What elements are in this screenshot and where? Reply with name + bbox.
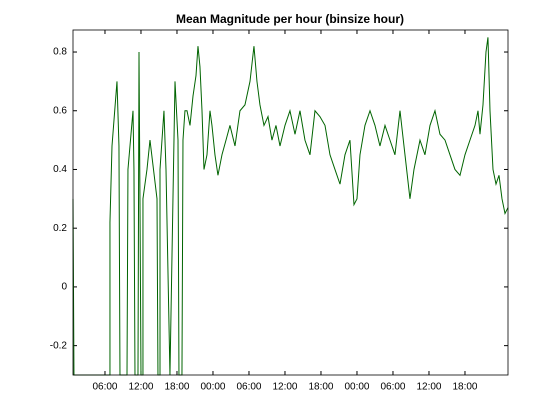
chart-title: Mean Magnitude per hour (binsize hour) <box>176 12 404 26</box>
x-tick-label: 12:00 <box>128 382 153 393</box>
y-tick-label: 0.4 <box>53 164 67 175</box>
x-tick-label: 00:00 <box>200 382 225 393</box>
x-tick-label: 06:00 <box>380 382 405 393</box>
x-tick-label: 12:00 <box>272 382 297 393</box>
y-tick-label: 0.6 <box>53 105 67 116</box>
data-line <box>72 37 509 376</box>
y-tick-label: 0 <box>61 282 67 293</box>
x-tick-label: 18:00 <box>164 382 189 393</box>
y-tick-label: -0.2 <box>50 340 68 351</box>
x-tick-label: 06:00 <box>92 382 117 393</box>
x-tick-label: 06:00 <box>236 382 261 393</box>
x-tick-label: 00:00 <box>344 382 369 393</box>
x-tick-label: 18:00 <box>308 382 333 393</box>
x-tick-label: 12:00 <box>416 382 441 393</box>
plot-frame <box>72 29 509 376</box>
x-tick-label: 18:00 <box>452 382 477 393</box>
y-tick-label: 0.2 <box>53 223 67 234</box>
y-tick-label: 0.8 <box>53 47 67 58</box>
